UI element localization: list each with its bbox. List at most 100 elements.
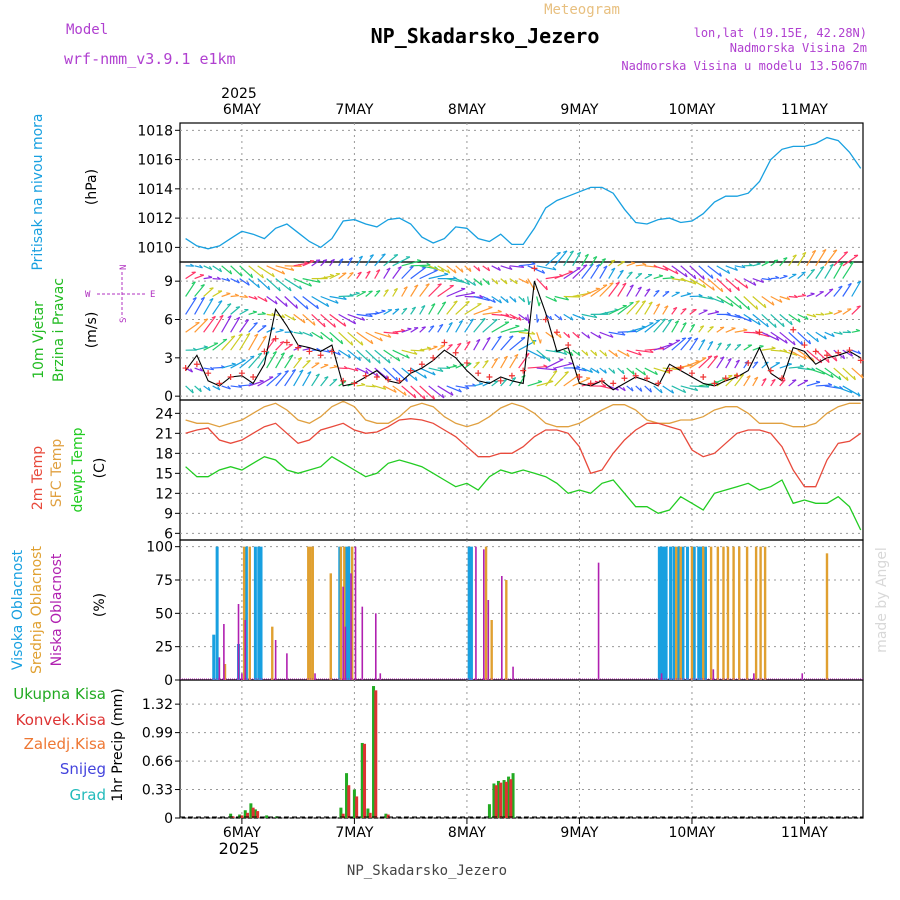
wind-arrow — [752, 361, 759, 369]
wind-arrow — [752, 345, 764, 351]
high-cloud-bar — [345, 546, 349, 680]
wind-arrow-head — [508, 266, 513, 270]
wind-arrow — [590, 264, 601, 279]
wind-arrow-head — [209, 297, 214, 302]
wind-arrow — [815, 266, 825, 279]
wind-gust-mark — [452, 349, 459, 356]
wind-arrow — [842, 283, 852, 297]
wind-arrow-head — [847, 329, 852, 333]
wind-arrow — [671, 307, 678, 315]
wind-arrow-head — [493, 380, 499, 383]
wind-arrow-head — [254, 295, 258, 300]
wind-arrow — [671, 337, 687, 351]
low-cloud-bar — [379, 673, 382, 680]
wind-arrow — [248, 265, 264, 279]
credit-watermark: made by Angel — [874, 547, 890, 653]
wind-arrow-head — [316, 347, 321, 351]
wind-arrow — [212, 300, 223, 315]
wind-arrow — [842, 349, 853, 357]
wind-arrow-head — [478, 382, 483, 385]
wind-arrow-head — [288, 286, 292, 292]
wind-arrow-head — [342, 296, 347, 300]
wind-arrow — [203, 342, 219, 351]
wind-gust-mark — [587, 380, 594, 387]
wind-arrow — [383, 385, 397, 393]
conv-precip-bar — [347, 785, 351, 818]
wind-arrow — [662, 319, 673, 333]
wind-arrow-head — [262, 325, 267, 327]
wind-direction-arrows — [185, 248, 864, 400]
wind-arrow — [437, 265, 451, 274]
wind-arrow-head — [801, 271, 806, 274]
wind-arrow-head — [309, 332, 314, 337]
wind-arrow — [788, 331, 804, 346]
wind-arrow-head — [240, 272, 243, 277]
wind-arrow-head — [670, 275, 675, 279]
y-tick-label: 18 — [155, 446, 173, 462]
wind-arrow — [365, 349, 381, 364]
mid-cloud-bar — [343, 546, 346, 680]
top-day-label: 10MAY — [668, 102, 715, 118]
wind-arrow-head — [441, 301, 446, 305]
wind-arrow — [779, 331, 796, 346]
wind-arrow-head — [754, 376, 759, 380]
wind-arrow — [464, 265, 472, 273]
wind-arrow — [761, 313, 777, 328]
wind-arrow — [563, 349, 574, 356]
wind-arrow-head — [559, 316, 563, 321]
wind-arrow — [410, 327, 419, 333]
mid-cloud-bar — [223, 664, 227, 680]
wind-arrow — [545, 295, 557, 302]
wind-gust-mark — [407, 367, 414, 374]
wind-arrow-head — [556, 251, 561, 254]
wind-arrow — [842, 254, 859, 267]
wind-arrow-head — [823, 335, 827, 340]
wind-arrow — [824, 263, 834, 279]
wind-arrow — [590, 331, 602, 339]
wind-arrow-head — [855, 328, 860, 332]
wind-arrow — [644, 385, 652, 393]
wind-arrow — [599, 349, 607, 357]
wind-rose-west: W — [85, 290, 91, 300]
wind-arrow-head — [403, 286, 408, 290]
wind-arrow-head — [568, 362, 573, 365]
wind-arrow — [698, 355, 713, 369]
wind-arrow-head — [285, 302, 288, 307]
wind-arrow — [698, 325, 705, 333]
total-precip-bar — [511, 773, 515, 818]
wind-arrow-head — [719, 272, 722, 277]
wind-arrow-head — [329, 273, 335, 277]
high-cloud-bar — [699, 546, 703, 680]
high-cloud-bar — [660, 546, 664, 680]
wind-arrow — [284, 296, 298, 309]
wind-arrow — [806, 349, 823, 364]
wind-gust-mark — [700, 374, 707, 380]
wind-arrow — [779, 275, 788, 280]
wind-arrow — [752, 263, 761, 267]
high-cloud-bar — [681, 546, 685, 680]
wind-arrow — [833, 251, 849, 267]
wind-arrow — [194, 385, 202, 393]
wind-arrow — [284, 343, 293, 351]
wind-arrow-head — [481, 317, 486, 321]
wind-arrow — [383, 349, 401, 362]
wind-arrow — [455, 292, 476, 298]
wind-arrow — [581, 263, 594, 279]
wind-arrow — [383, 267, 391, 279]
wind-arrow — [509, 337, 526, 351]
wind-arrow-head — [352, 320, 357, 325]
mid-cloud-bar — [505, 580, 508, 680]
wind-arrow — [491, 296, 502, 304]
wind-arrow — [257, 335, 267, 351]
wind-arrow — [617, 301, 634, 315]
wind-arrow-head — [409, 265, 414, 269]
wind-arrow-head — [610, 259, 615, 262]
wind-gust-mark — [655, 380, 662, 387]
wind-arrow — [320, 331, 334, 343]
wind-arrow — [266, 327, 276, 333]
wind-arrow — [419, 269, 438, 280]
mid-cloud-bar — [339, 546, 343, 680]
wind-arrow — [563, 331, 570, 339]
wind-arrow — [374, 367, 389, 380]
wind-gust-mark — [486, 374, 493, 380]
